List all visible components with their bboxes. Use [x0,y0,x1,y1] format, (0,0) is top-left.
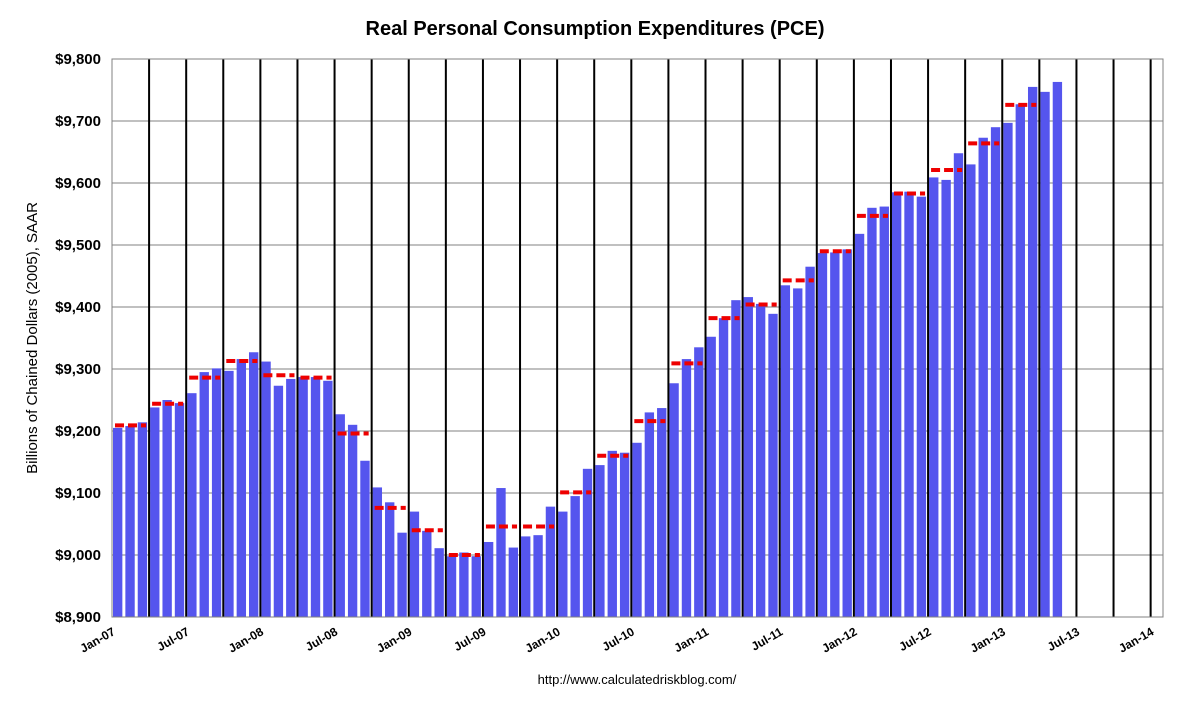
bar [162,400,172,617]
bar [731,300,741,617]
bar [446,556,457,617]
bar [718,318,729,617]
y-tick-label: $9,200 [55,423,101,440]
bar [1027,86,1038,617]
bar [743,297,753,617]
bar [607,450,617,617]
bar [249,352,259,617]
bar [323,380,333,617]
bar [434,548,444,617]
bar [508,547,519,617]
bar [904,191,914,617]
quarterly-averages [115,102,1037,557]
bar [471,556,481,617]
bar [286,378,296,617]
y-tick-label: $9,400 [55,299,101,316]
y-tick-label: $8,900 [55,609,101,626]
bar [891,192,902,618]
bar [953,153,964,618]
y-axis-label: Billions of Chained Dollars (2005), SAAR [24,202,41,474]
bar [422,530,432,617]
y-tick-label: $9,800 [55,51,101,68]
bar [941,179,951,617]
bar [397,532,407,617]
bar [187,393,197,617]
bar [582,468,593,617]
bar [483,541,494,617]
y-tick-label: $9,700 [55,113,101,130]
bar [236,359,247,617]
bar [298,377,308,617]
bar [929,177,939,618]
bar [966,164,976,617]
bar [137,422,148,617]
bar [409,511,420,617]
bar [113,427,123,617]
bar [990,127,1001,617]
bar [459,552,469,617]
chart-title: Real Personal Consumption Expenditures (… [366,18,825,40]
bar [545,506,556,617]
bar [978,137,988,618]
bar [632,442,642,617]
bar [669,383,679,617]
bar [644,412,655,617]
y-tick-label: $9,100 [55,485,101,502]
bar [1015,104,1025,617]
bar [211,368,222,617]
bar [694,347,704,617]
bar [496,488,506,617]
bar [657,408,667,617]
bar [347,424,358,617]
bar [570,496,580,617]
y-tick-label: $9,500 [55,237,101,254]
bar [533,535,543,617]
bar [681,359,692,617]
bar [335,414,345,617]
bar [595,465,605,617]
bar [360,460,370,617]
bar [273,385,284,617]
bar [310,377,321,617]
plot-area-border [111,58,1164,618]
bar [780,285,791,617]
y-tick-label: $9,300 [55,361,101,378]
bar [372,487,383,617]
bar [125,426,135,617]
source-url: http://www.calculatedriskblog.com/ [538,672,737,687]
bar [174,403,185,617]
y-tick-labels: $8,900 $9,000 $9,100 $9,200 $9,300 $9,400 $9,5… [55,51,101,626]
bar [619,452,630,617]
bar [261,361,271,617]
bar [842,249,852,617]
bar [768,313,778,617]
bar [755,303,766,617]
quarter-lines [148,59,1152,617]
bar [817,253,828,617]
bar [150,407,160,617]
bar [916,196,927,617]
bar [854,233,865,617]
bar [805,266,815,617]
bar [879,206,889,617]
y-tick-label: $9,600 [55,175,101,192]
y-tick-label: $9,000 [55,547,101,564]
monthly-bars [113,81,1063,618]
bar [1052,81,1063,617]
bar [706,336,716,617]
bar [385,502,395,617]
bar [867,207,877,618]
bar [793,288,803,617]
bar [521,536,531,617]
bar [1040,91,1050,618]
bar [1003,122,1013,618]
bar [224,370,234,617]
bar [830,252,840,617]
bar [199,372,209,617]
bar [558,511,568,617]
